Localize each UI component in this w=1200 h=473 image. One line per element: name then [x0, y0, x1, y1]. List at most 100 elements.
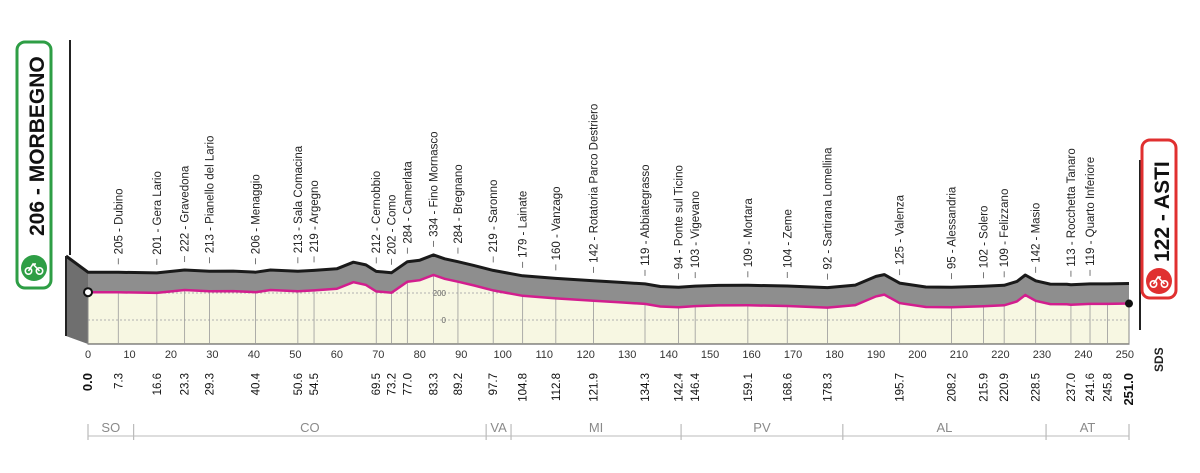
distance-label: 142.4 — [674, 372, 686, 401]
road-level-line — [83, 273, 1133, 309]
waypoint-label: 103 - Vigevano — [690, 191, 702, 268]
region-label: VA — [490, 420, 507, 435]
distance-label: 7.3 — [113, 373, 125, 389]
waypoint-label: 160 - Vanzago — [551, 186, 563, 260]
km-tick-label: 40 — [248, 349, 260, 361]
start-point-marker — [83, 287, 93, 298]
waypoint-label: 219 - Saronno — [488, 180, 500, 253]
region-bar: SO CO VA MI PV AL AT — [87, 420, 1130, 440]
finish-badge: 122 - ASTI — [1140, 138, 1178, 300]
waypoint-label: 95 - Alessandria — [946, 186, 958, 269]
km-tick-label: 210 — [950, 349, 968, 361]
reference-line-label: 0 — [442, 316, 447, 325]
waypoint-label: 102 - Solero — [978, 206, 990, 269]
distance-label: 208.2 — [946, 373, 958, 402]
km-tick-label: 170 — [784, 349, 802, 361]
km-tick-labels: 0 10 20 30 40 50 60 70 80 90 100 110 120 130 140 150 160… — [85, 349, 1134, 361]
distance-label: 195.7 — [895, 373, 907, 402]
waypoint-label: 201 - Gera Lario — [152, 171, 164, 255]
distance-label: 178.3 — [822, 373, 834, 402]
distance-label: 77.0 — [402, 373, 414, 395]
region-label: SO — [101, 420, 120, 435]
region-label: CO — [300, 420, 320, 435]
waypoint-label: 142 - Masio — [1031, 203, 1043, 263]
waypoint-label: 179 - Lainate — [518, 191, 530, 258]
waypoint-label: 92 - Sartirana Lomellina — [822, 147, 834, 270]
km-tick-label: 0 — [85, 349, 91, 361]
finish-city-label: 122 - ASTI — [1151, 161, 1174, 262]
profile-ridge-line — [65, 253, 1130, 290]
waypoint-label: 334 - Fino Mornasco — [428, 131, 440, 236]
region-label: MI — [589, 420, 603, 435]
km-tick-label: 100 — [494, 349, 512, 361]
distance-label: 251.0 — [1121, 373, 1136, 406]
start-city-label: 206 - MORBEGNO — [26, 56, 49, 236]
region-label: AT — [1080, 420, 1096, 435]
distance-label: 215.9 — [978, 373, 990, 402]
start-badge: 206 - MORBEGNO — [15, 40, 53, 290]
km-tick-label: 20 — [165, 349, 177, 361]
waypoint-label: 284 - Bregnano — [453, 164, 465, 243]
waypoint-label: 125 - Valenza — [895, 194, 907, 265]
km-tick-label: 250 — [1116, 349, 1134, 361]
km-tick-label: 50 — [289, 349, 301, 361]
region-label: PV — [753, 420, 771, 435]
km-tick-label: 240 — [1074, 349, 1092, 361]
distance-label: 241.6 — [1085, 373, 1097, 402]
waypoint-label: 213 - Sala Comacina — [293, 145, 305, 253]
distance-label: 89.2 — [453, 373, 465, 395]
distance-label: 134.3 — [640, 373, 652, 402]
profile-side-face — [66, 256, 88, 344]
bike-icon — [1146, 268, 1172, 294]
distance-label: 104.8 — [518, 373, 530, 402]
reference-line-label: 200 — [433, 289, 447, 298]
waypoint-label: 113 - Rocchetta Tanaro — [1066, 148, 1078, 266]
distance-label: 159.1 — [743, 373, 755, 402]
waypoint-labels: 205 - Dubino 201 - Gera Lario 222 - Graved… — [113, 104, 1097, 280]
distance-label: 168.6 — [782, 373, 794, 402]
distance-label: 220.9 — [999, 373, 1011, 402]
distance-label: 146.4 — [690, 372, 702, 401]
distance-label: 97.7 — [488, 373, 500, 395]
km-tick-label: 90 — [455, 349, 467, 361]
distance-label: 40.4 — [251, 372, 263, 395]
waypoint-label: 212 - Cernobbio — [371, 171, 383, 253]
km-tick-label: 160 — [742, 349, 760, 361]
distance-label: 228.5 — [1031, 373, 1043, 402]
waypoint-label: 219 - Argegno — [309, 180, 321, 252]
region-label: AL — [936, 420, 952, 435]
waypoint-label: 104 - Zeme — [782, 209, 794, 268]
distance-label: 245.8 — [1102, 373, 1114, 402]
waypoint-label: 94 - Ponte sul Ticino — [674, 165, 686, 269]
km-tick-label: 10 — [123, 349, 135, 361]
elevation-profile — [65, 253, 1130, 336]
road-level-line — [87, 273, 1130, 309]
waypoint-label: 222 - Gravedona — [180, 165, 192, 252]
distance-label: 29.3 — [205, 373, 217, 395]
km-tick-label: 120 — [577, 349, 595, 361]
waypoint-label: 109 - Felizzano — [999, 189, 1011, 268]
waypoint-label: 142 - Rotatoria Parco Destriero — [589, 104, 601, 263]
km-tick-label: 180 — [825, 349, 843, 361]
km-tick-label: 80 — [414, 349, 426, 361]
waypoint-label: 205 - Dubino — [113, 188, 125, 254]
distance-label: 83.3 — [428, 373, 440, 395]
km-tick-label: 150 — [701, 349, 719, 361]
distance-labels: 0.0 7.3 16.6 23.3 29.3 40.4 50.6 54.5 69.5 73.2 77… — [80, 372, 1136, 405]
distance-label: 0.0 — [80, 373, 95, 391]
waypoint-label: 284 - Camerlata — [402, 161, 414, 244]
distance-label: 69.5 — [371, 373, 383, 395]
km-tick-label: 220 — [991, 349, 1009, 361]
distance-label: 16.6 — [152, 373, 164, 395]
km-tick-label: 30 — [206, 349, 218, 361]
km-tick-label: 110 — [535, 349, 553, 361]
km-tick-label: 200 — [908, 349, 926, 361]
km-tick-label: 70 — [372, 349, 384, 361]
bike-icon — [21, 255, 47, 281]
finish-point-marker — [1125, 299, 1133, 308]
sds-logo: SDS — [1152, 347, 1166, 372]
waypoint-label: 109 - Mortara — [743, 198, 755, 268]
distance-label: 237.0 — [1066, 373, 1078, 402]
distance-label: 121.9 — [589, 373, 601, 402]
km-tick-label: 230 — [1033, 349, 1051, 361]
